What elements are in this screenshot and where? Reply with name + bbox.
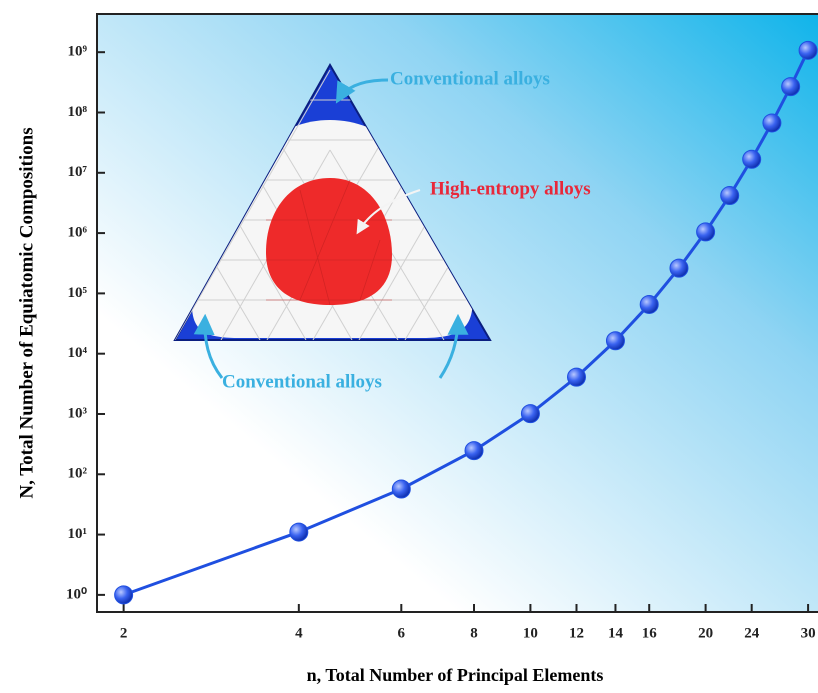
x-tick-label: 30 [801,625,816,641]
data-point [464,441,484,461]
data-point [696,222,716,242]
data-point [639,294,659,314]
y-axis-label: N, Total Number of Equiatomic Compositio… [16,127,37,498]
arrow [356,189,421,235]
annotation: Conventional alloys [390,68,550,89]
data-point [720,186,740,206]
data-point [520,404,540,424]
data-point [289,522,309,542]
x-axis-label: n, Total Number of Principal Elements [307,665,604,685]
data-point [742,149,762,169]
arrow [438,313,469,379]
x-tick-label: 6 [398,625,406,641]
data-point [762,113,782,133]
data-point [605,331,625,351]
x-tick-label: 14 [608,625,624,641]
data-point [798,40,818,60]
annotation: High-entropy alloys [430,178,591,199]
y-tick-label: 10⁵ [68,285,88,301]
data-point [781,77,801,97]
arrow [193,313,224,379]
x-tick-label: 4 [295,625,303,641]
y-tick-label: 10⁰ [66,586,87,602]
x-tick-label: 12 [569,625,584,641]
axis-frame [96,13,818,613]
y-tick-label: 10² [68,466,88,482]
x-tick-label: 24 [744,625,760,641]
y-tick-label: 10⁸ [68,104,88,120]
data-point [114,585,134,605]
x-tick-label: 2 [120,625,128,641]
y-tick-label: 10⁷ [68,164,88,180]
x-tick-label: 10 [523,625,538,641]
y-tick-label: 10⁶ [68,225,88,241]
y-tick-label: 10⁹ [68,44,88,60]
hea-region [266,178,392,305]
data-point [566,367,586,387]
x-tick-label: 16 [642,625,658,641]
annotation: Conventional alloys [222,371,382,392]
x-tick-label: 8 [470,625,478,641]
y-tick-label: 10⁴ [68,345,88,361]
data-point [669,258,689,278]
red-lattice [266,179,392,306]
arrow [335,78,389,104]
y-tick-label: 10³ [68,405,88,421]
data-point [391,479,411,499]
x-tick-label: 20 [698,625,713,641]
y-tick-label: 10¹ [68,526,88,542]
